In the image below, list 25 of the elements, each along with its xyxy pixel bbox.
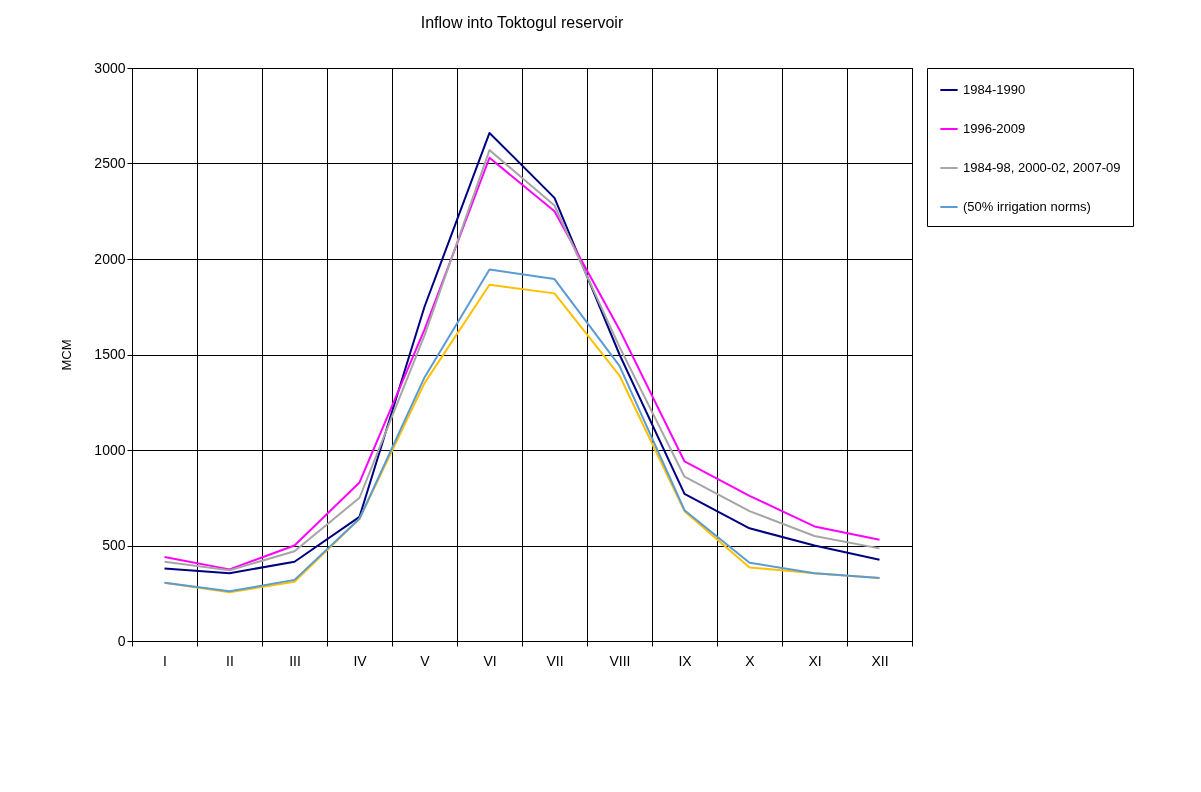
x-tick-label: X: [745, 652, 756, 669]
x-tick-label: VII: [546, 652, 564, 669]
x-tick-label: II: [226, 652, 234, 669]
x-tick-label: V: [420, 652, 431, 669]
y-tick-label: 2500: [94, 155, 126, 171]
x-tick-label: IX: [678, 652, 693, 669]
y-tick-label: 2000: [94, 250, 126, 267]
x-tick-label: III: [289, 652, 301, 669]
x-tick-label: XI: [808, 652, 822, 669]
legend-label: 1984-1990: [963, 82, 1026, 97]
y-tick-label: 1000: [94, 441, 126, 458]
x-tick-label: VI: [483, 652, 497, 669]
y-tick-label: 3000: [94, 59, 126, 76]
legend-label: (50% irrigation norms): [963, 199, 1091, 214]
y-tick-label: 1500: [94, 346, 126, 362]
y-tick-label: 500: [102, 537, 126, 553]
legend-label: 1996-2009: [963, 121, 1026, 136]
chart-title: Inflow into Toktogul reservoir: [420, 14, 624, 31]
y-axis-title: MCM: [59, 339, 75, 371]
x-tick-label: I: [163, 652, 167, 669]
x-tick-label: IV: [353, 652, 368, 669]
x-tick-label: XII: [871, 652, 889, 669]
x-tick-label: VIII: [609, 652, 631, 669]
y-tick-label: 0: [117, 632, 126, 649]
legend-label: 1984-98, 2000-02, 2007-09: [963, 160, 1121, 175]
